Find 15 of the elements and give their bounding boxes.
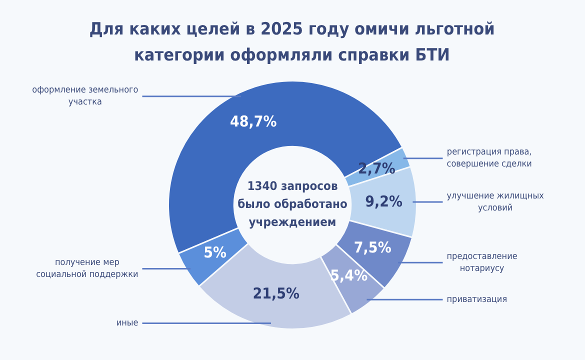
data-label: 5% <box>204 243 227 262</box>
slice-label: регистрация права, совершение сделки <box>446 148 532 170</box>
text: 1340 запросов было обработано учреждением <box>238 179 348 230</box>
data-label: 5,4% <box>330 266 368 285</box>
slice-label: приватизация <box>446 294 508 305</box>
data-label: 9,2% <box>365 192 403 211</box>
slice-label: получение мер социальной поддержки <box>36 258 138 280</box>
slice-label: оформление земельного участка <box>32 86 138 108</box>
slice-label: предоставление нотариусу <box>446 252 518 274</box>
slice-label: улучшение жилищных условий <box>446 191 544 214</box>
chart-title: Для каких целей в 2025 году омичи льготной категории оформляли справки БТИ <box>89 19 495 66</box>
slice-label: иные <box>116 318 138 329</box>
data-label: 48,7% <box>230 112 278 130</box>
data-label: 21,5% <box>252 284 300 303</box>
data-label: 7,5% <box>354 238 392 257</box>
